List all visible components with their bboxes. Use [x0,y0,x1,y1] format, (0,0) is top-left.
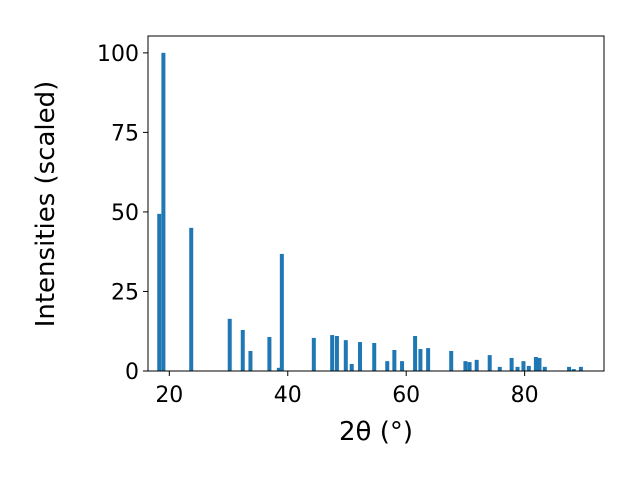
bar [311,337,316,371]
bar [240,329,245,371]
bar [426,348,431,371]
bar [276,367,281,371]
y-axis-label: Intensities (scaled) [31,81,61,328]
bar [227,318,232,371]
bar [578,366,583,371]
bar [467,362,472,371]
bar [418,349,423,371]
bar [343,340,348,371]
bar [533,357,538,371]
bar [385,361,390,371]
bar [487,355,492,371]
bar [334,336,339,371]
bar [521,361,526,371]
y-tick-label: 50 [111,201,139,226]
bar [497,366,502,371]
plot-area [157,52,583,371]
bar [474,359,479,371]
bar [571,369,576,371]
x-tick-label: 20 [155,383,183,408]
bar [267,336,272,371]
x-tick-label: 60 [392,383,420,408]
bar [248,350,253,371]
bar [515,366,520,371]
bar [537,357,542,371]
y-tick-label: 0 [125,360,139,385]
x-tick-label: 80 [511,383,539,408]
bar [157,213,162,371]
bar [161,52,166,371]
bar [392,350,397,371]
x-tick-label: 40 [274,383,302,408]
bar [189,227,194,371]
bar [413,336,418,371]
bar [372,343,377,371]
bar [358,342,363,371]
bar [542,366,547,371]
bar [567,366,572,371]
bar [349,364,354,371]
bar [463,361,468,371]
axes-frame [147,35,605,372]
bar [400,361,405,371]
y-tick-label: 100 [97,42,139,67]
y-tick-label: 75 [111,121,139,146]
bar [330,335,335,371]
x-axis-label: 2θ (°) [339,417,413,447]
y-tick-label: 25 [111,280,139,305]
bar [526,365,531,371]
bar [279,253,284,371]
bar [509,357,514,371]
bar [449,350,454,371]
